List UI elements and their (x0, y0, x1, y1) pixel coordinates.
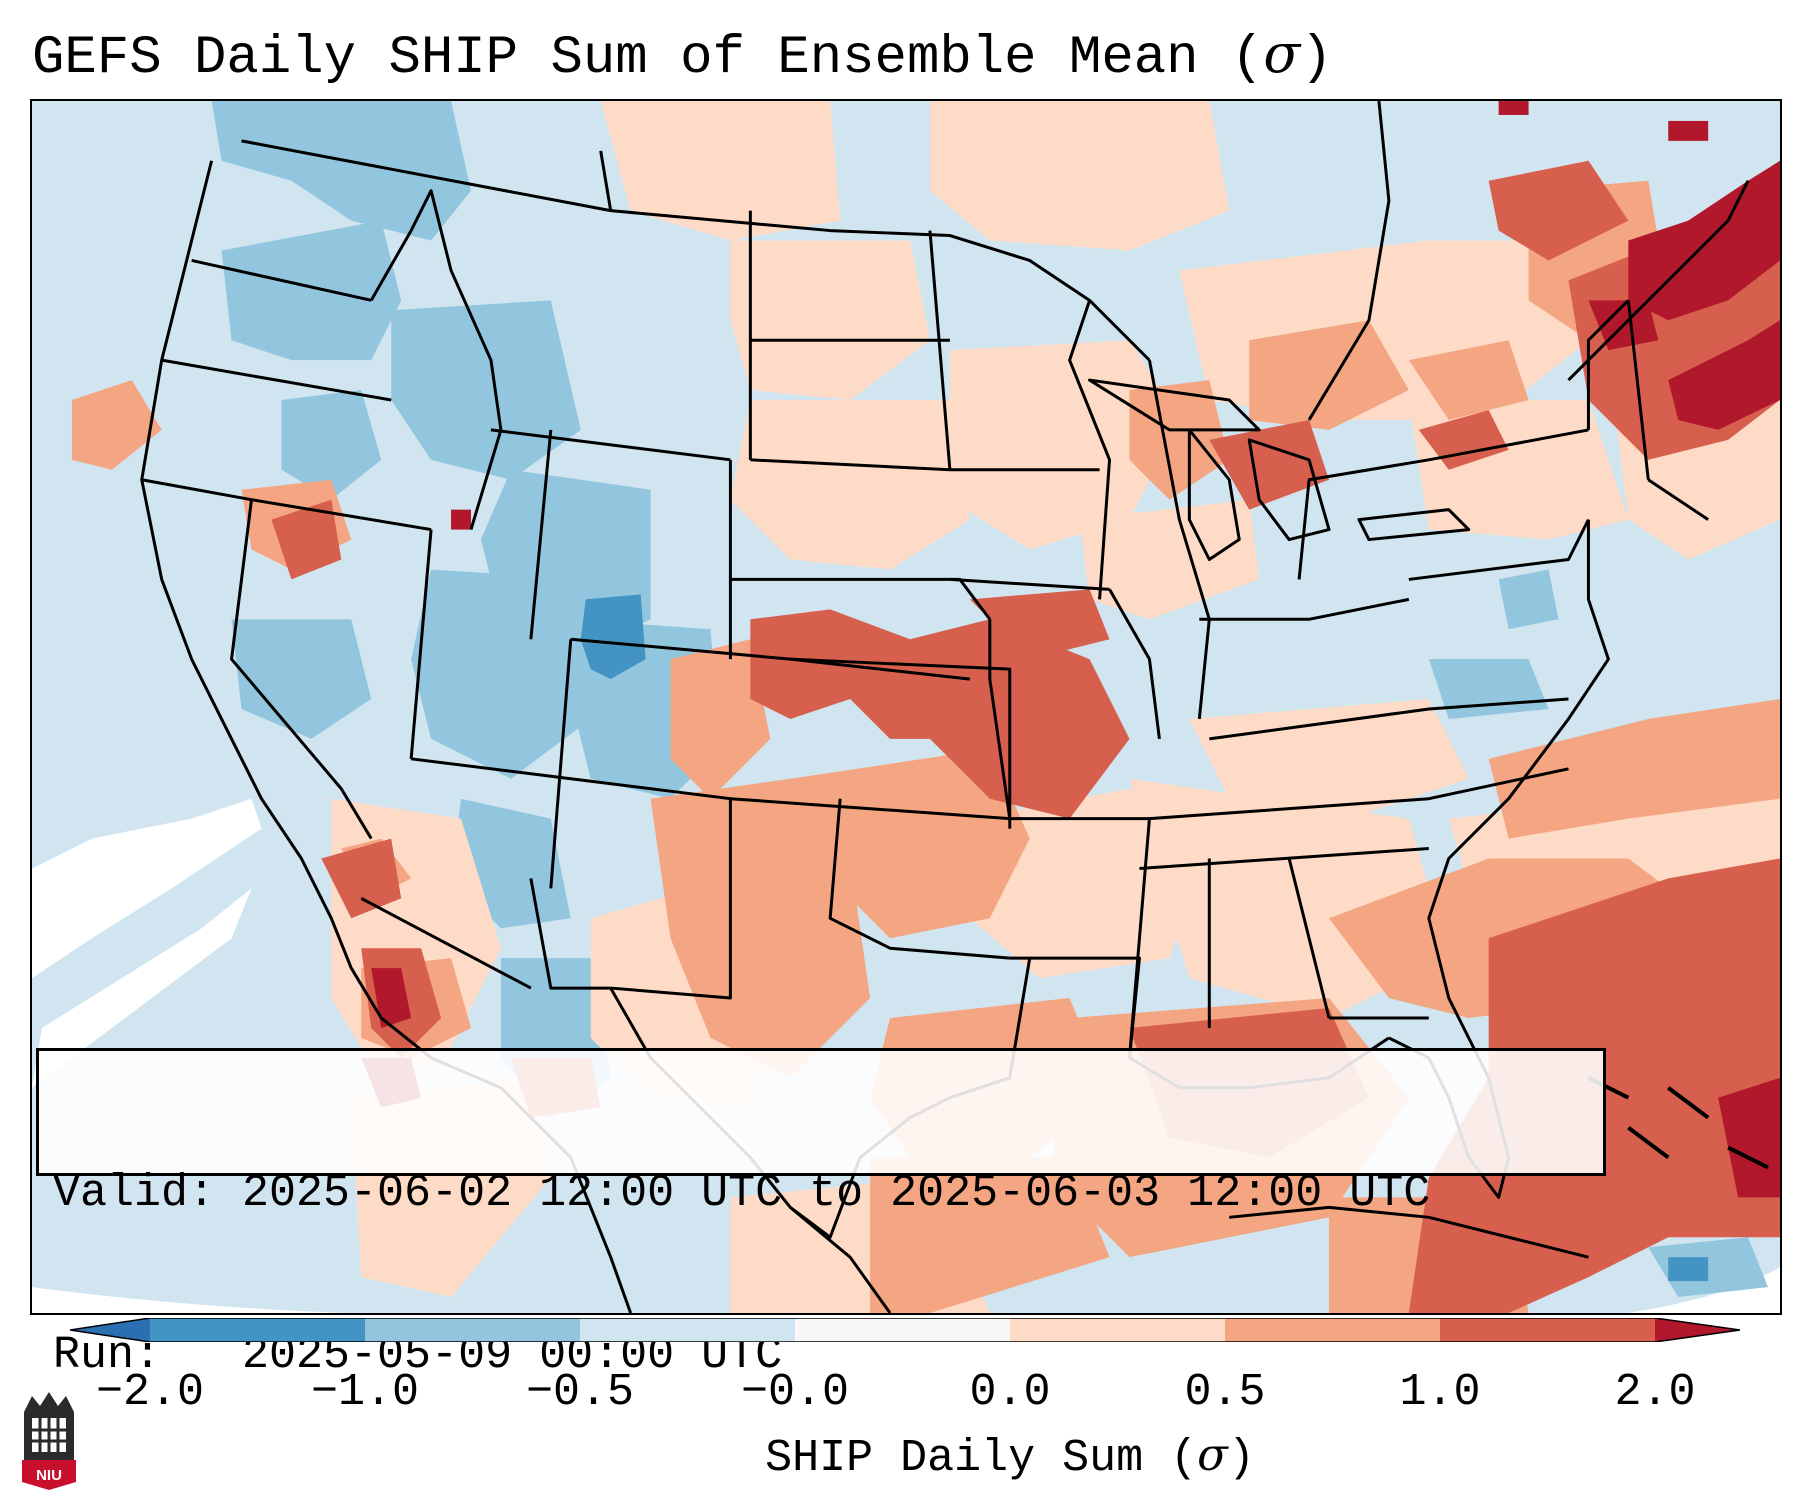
colorbar-segment-neg1-neg05 (365, 1318, 580, 1342)
niu-logo-text: NIU (36, 1467, 62, 1484)
colorbar-tick-label: 0.0 (969, 1367, 1051, 1418)
chart-title: GEFS Daily SHIP Sum of Ensemble Mean (σ) (32, 22, 1333, 89)
colorbar-tick-label: 1.0 (1399, 1367, 1481, 1418)
colorbar-tick-label: 0.5 (1184, 1367, 1266, 1418)
colorbar-segment-pos1-pos2 (1440, 1318, 1655, 1342)
colorbar-segment-neutral (795, 1318, 1010, 1342)
colorbar-segment-neg05-neg0 (580, 1318, 795, 1342)
colorbar-segment-pos0-pos05 (1010, 1318, 1225, 1342)
colorbar-segment-neg2-neg1 (150, 1318, 365, 1342)
colorbar-tick-label: −0.0 (740, 1367, 850, 1418)
valid-time-line: Valid: 2025-06-02 12:00 UTC to 2025-06-0… (53, 1168, 1431, 1219)
niu-logo: NIU (22, 1392, 76, 1490)
colorbar (70, 1318, 1740, 1342)
outside-domain (32, 1287, 731, 1313)
colorbar-label: SHIP Daily Sum (σ) (765, 1428, 1255, 1484)
valid-run-info-box: Valid: 2025-06-02 12:00 UTC to 2025-06-0… (36, 1048, 1606, 1381)
very-strong-positive-anomaly (361, 101, 1780, 1198)
colorbar-tick-label: −1.0 (310, 1367, 420, 1418)
colorbar-tick-label: −2.0 (95, 1367, 205, 1418)
colorbar-tick-label: 2.0 (1614, 1367, 1696, 1418)
colorbar-segment-pos05-pos1 (1225, 1318, 1440, 1342)
colorbar-min-extension (70, 1318, 150, 1342)
colorbar-tick-label: −0.5 (525, 1367, 635, 1418)
outside-domain-right (1628, 1267, 1780, 1313)
strong-negative-anomaly (580, 594, 1709, 1282)
colorbar-max-extension (1655, 1318, 1740, 1342)
white-streaks (32, 798, 262, 1088)
